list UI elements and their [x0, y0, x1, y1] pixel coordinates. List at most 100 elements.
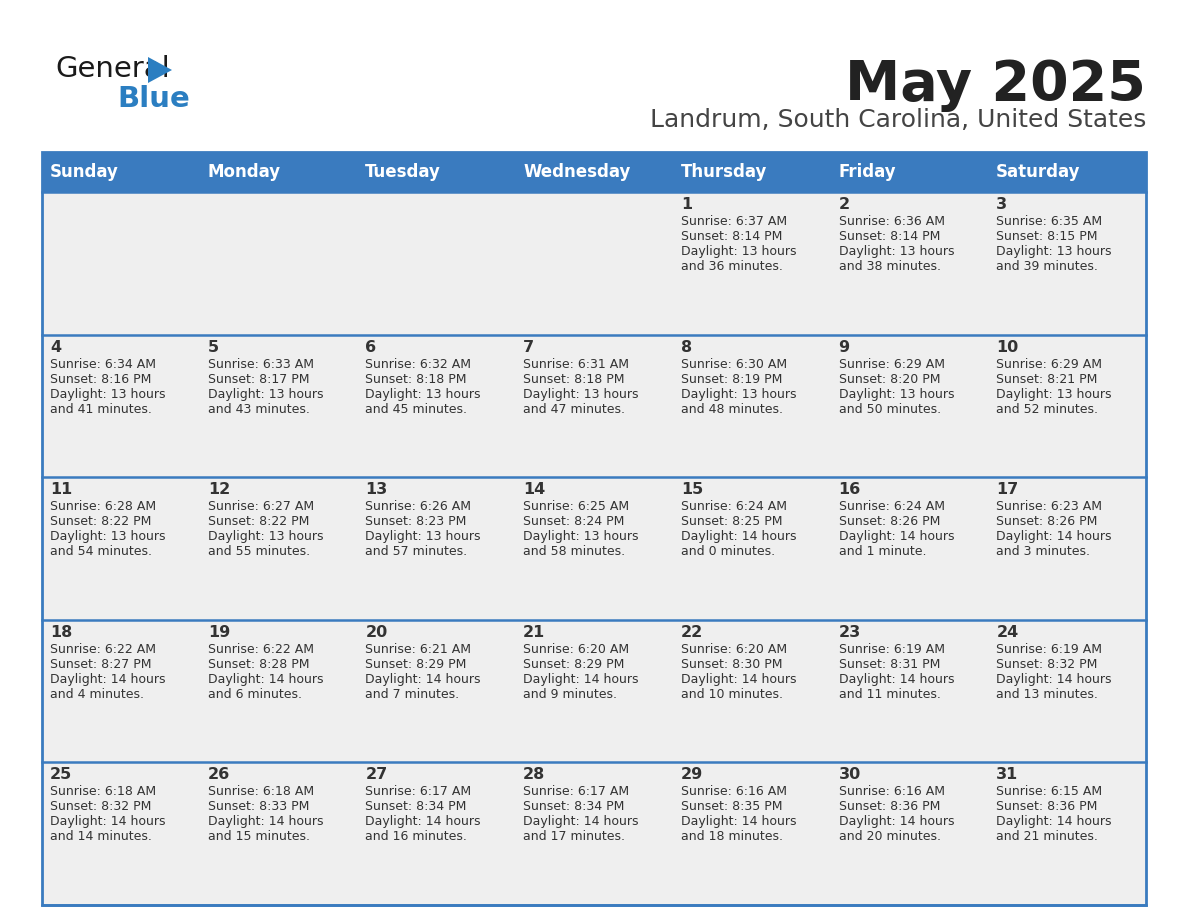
Text: Daylight: 13 hours: Daylight: 13 hours [50, 531, 165, 543]
FancyBboxPatch shape [672, 334, 830, 477]
Text: 1: 1 [681, 197, 691, 212]
Text: Daylight: 13 hours: Daylight: 13 hours [366, 387, 481, 400]
Text: Daylight: 13 hours: Daylight: 13 hours [681, 387, 796, 400]
Text: Sunrise: 6:24 AM: Sunrise: 6:24 AM [681, 500, 786, 513]
Text: Sunrise: 6:37 AM: Sunrise: 6:37 AM [681, 215, 786, 228]
Text: and 50 minutes.: and 50 minutes. [839, 403, 941, 416]
Text: Blue: Blue [116, 85, 190, 113]
Text: Sunset: 8:34 PM: Sunset: 8:34 PM [523, 800, 625, 813]
Text: Daylight: 14 hours: Daylight: 14 hours [997, 815, 1112, 828]
Text: 5: 5 [208, 340, 219, 354]
Text: and 38 minutes.: and 38 minutes. [839, 260, 941, 273]
Text: Sunrise: 6:22 AM: Sunrise: 6:22 AM [50, 643, 156, 655]
Text: 10: 10 [997, 340, 1018, 354]
Text: 17: 17 [997, 482, 1018, 498]
Text: Daylight: 13 hours: Daylight: 13 hours [523, 531, 639, 543]
Text: Sunrise: 6:32 AM: Sunrise: 6:32 AM [366, 358, 472, 371]
FancyBboxPatch shape [516, 477, 672, 620]
Text: Thursday: Thursday [681, 163, 767, 181]
Text: Daylight: 14 hours: Daylight: 14 hours [208, 815, 323, 828]
FancyBboxPatch shape [516, 152, 672, 192]
Text: Sunrise: 6:16 AM: Sunrise: 6:16 AM [681, 786, 786, 799]
Text: Sunset: 8:21 PM: Sunset: 8:21 PM [997, 373, 1098, 386]
Text: Daylight: 14 hours: Daylight: 14 hours [208, 673, 323, 686]
Text: Sunset: 8:32 PM: Sunset: 8:32 PM [50, 800, 151, 813]
Text: Daylight: 13 hours: Daylight: 13 hours [523, 387, 639, 400]
Text: and 15 minutes.: and 15 minutes. [208, 831, 310, 844]
Text: Daylight: 14 hours: Daylight: 14 hours [366, 673, 481, 686]
FancyBboxPatch shape [988, 334, 1146, 477]
Text: Sunrise: 6:23 AM: Sunrise: 6:23 AM [997, 500, 1102, 513]
Text: Sunrise: 6:18 AM: Sunrise: 6:18 AM [208, 786, 314, 799]
FancyBboxPatch shape [830, 620, 988, 763]
Text: 20: 20 [366, 625, 387, 640]
FancyBboxPatch shape [830, 477, 988, 620]
Text: and 11 minutes.: and 11 minutes. [839, 688, 941, 700]
Text: 3: 3 [997, 197, 1007, 212]
Text: 13: 13 [366, 482, 387, 498]
Text: Daylight: 14 hours: Daylight: 14 hours [681, 531, 796, 543]
Text: 19: 19 [208, 625, 230, 640]
Text: Daylight: 14 hours: Daylight: 14 hours [997, 673, 1112, 686]
Text: Daylight: 13 hours: Daylight: 13 hours [997, 245, 1112, 258]
FancyBboxPatch shape [516, 192, 672, 334]
Text: Daylight: 13 hours: Daylight: 13 hours [839, 245, 954, 258]
Text: 28: 28 [523, 767, 545, 782]
FancyBboxPatch shape [672, 477, 830, 620]
FancyBboxPatch shape [200, 620, 358, 763]
FancyBboxPatch shape [200, 477, 358, 620]
Text: May 2025: May 2025 [845, 58, 1146, 112]
Text: Sunset: 8:19 PM: Sunset: 8:19 PM [681, 373, 782, 386]
FancyBboxPatch shape [358, 763, 516, 905]
Text: Sunrise: 6:24 AM: Sunrise: 6:24 AM [839, 500, 944, 513]
Text: and 1 minute.: and 1 minute. [839, 545, 927, 558]
FancyBboxPatch shape [988, 620, 1146, 763]
Text: Sunset: 8:31 PM: Sunset: 8:31 PM [839, 658, 940, 671]
Text: Sunrise: 6:36 AM: Sunrise: 6:36 AM [839, 215, 944, 228]
Text: Sunset: 8:22 PM: Sunset: 8:22 PM [50, 515, 151, 528]
FancyBboxPatch shape [200, 334, 358, 477]
Text: Sunrise: 6:16 AM: Sunrise: 6:16 AM [839, 786, 944, 799]
Text: Daylight: 13 hours: Daylight: 13 hours [366, 531, 481, 543]
Text: Daylight: 14 hours: Daylight: 14 hours [523, 815, 639, 828]
FancyBboxPatch shape [200, 192, 358, 334]
Text: Daylight: 14 hours: Daylight: 14 hours [997, 531, 1112, 543]
Text: Sunset: 8:22 PM: Sunset: 8:22 PM [208, 515, 309, 528]
Text: Saturday: Saturday [997, 163, 1081, 181]
Text: Daylight: 14 hours: Daylight: 14 hours [839, 531, 954, 543]
Text: 8: 8 [681, 340, 691, 354]
Text: Sunset: 8:20 PM: Sunset: 8:20 PM [839, 373, 940, 386]
Text: and 17 minutes.: and 17 minutes. [523, 831, 625, 844]
Text: Sunrise: 6:22 AM: Sunrise: 6:22 AM [208, 643, 314, 655]
Text: Sunrise: 6:19 AM: Sunrise: 6:19 AM [839, 643, 944, 655]
Text: General: General [55, 55, 170, 83]
FancyBboxPatch shape [988, 477, 1146, 620]
FancyBboxPatch shape [672, 192, 830, 334]
Text: and 55 minutes.: and 55 minutes. [208, 545, 310, 558]
Text: 6: 6 [366, 340, 377, 354]
Text: Sunset: 8:18 PM: Sunset: 8:18 PM [366, 373, 467, 386]
FancyBboxPatch shape [42, 763, 200, 905]
Text: and 41 minutes.: and 41 minutes. [50, 403, 152, 416]
Text: Sunrise: 6:35 AM: Sunrise: 6:35 AM [997, 215, 1102, 228]
Text: 9: 9 [839, 340, 849, 354]
Text: Sunset: 8:29 PM: Sunset: 8:29 PM [366, 658, 467, 671]
Text: Daylight: 14 hours: Daylight: 14 hours [50, 815, 165, 828]
FancyBboxPatch shape [672, 152, 830, 192]
Text: Daylight: 13 hours: Daylight: 13 hours [839, 387, 954, 400]
Text: Sunset: 8:34 PM: Sunset: 8:34 PM [366, 800, 467, 813]
Text: Sunset: 8:26 PM: Sunset: 8:26 PM [997, 515, 1098, 528]
Text: 30: 30 [839, 767, 861, 782]
Text: and 43 minutes.: and 43 minutes. [208, 403, 310, 416]
Text: 2: 2 [839, 197, 849, 212]
Text: Sunset: 8:33 PM: Sunset: 8:33 PM [208, 800, 309, 813]
FancyBboxPatch shape [358, 334, 516, 477]
FancyBboxPatch shape [830, 152, 988, 192]
Text: 4: 4 [50, 340, 61, 354]
Text: Daylight: 13 hours: Daylight: 13 hours [997, 387, 1112, 400]
Text: and 39 minutes.: and 39 minutes. [997, 260, 1098, 273]
Text: Sunset: 8:18 PM: Sunset: 8:18 PM [523, 373, 625, 386]
Text: Sunrise: 6:18 AM: Sunrise: 6:18 AM [50, 786, 156, 799]
FancyBboxPatch shape [42, 152, 200, 192]
FancyBboxPatch shape [358, 152, 516, 192]
